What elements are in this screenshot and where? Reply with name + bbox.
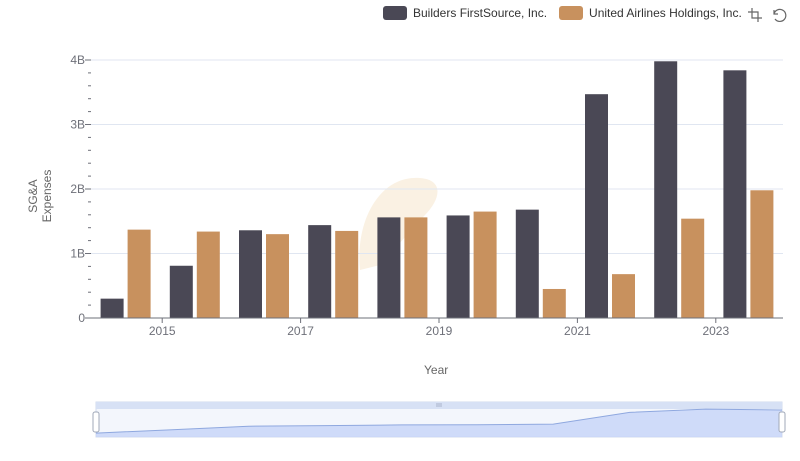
datazoom-end-handle[interactable] — [778, 411, 786, 433]
legend-label-united-airlines: United Airlines Holdings, Inc. — [589, 6, 742, 20]
x-tick-label: 2019 — [426, 324, 453, 338]
datazoom-grip-icon — [436, 403, 442, 407]
y-tick-label: 3B — [70, 118, 85, 132]
bar-united-airlines-2015[interactable] — [196, 231, 220, 318]
bar-builders-firstsource-2020[interactable] — [515, 209, 539, 318]
bar-united-airlines-2017[interactable] — [335, 230, 359, 318]
y-tick-label: 4B — [70, 53, 85, 67]
y-tick-label: 1B — [70, 247, 85, 261]
y-axis-title: SG&A Expenses — [26, 169, 54, 223]
bar-builders-firstsource-2017[interactable] — [308, 225, 332, 318]
bar-united-airlines-2014[interactable] — [127, 229, 151, 318]
bar-builders-firstsource-2014[interactable] — [100, 298, 124, 318]
bar-united-airlines-2016[interactable] — [266, 234, 289, 318]
bar-united-airlines-2019[interactable] — [473, 211, 497, 318]
bar-united-airlines-2023[interactable] — [750, 190, 774, 318]
chart-legend: Builders FirstSource, Inc. United Airlin… — [383, 4, 742, 22]
legend-item-builders-firstsource[interactable]: Builders FirstSource, Inc. — [383, 6, 547, 20]
bar-united-airlines-2021[interactable] — [612, 274, 635, 318]
bar-builders-firstsource-2023[interactable] — [723, 70, 747, 318]
y-tick-label: 0 — [78, 311, 85, 325]
chart-toolbox — [747, 7, 787, 23]
bar-united-airlines-2022[interactable] — [681, 218, 705, 318]
bar-builders-firstsource-2019[interactable] — [446, 215, 470, 318]
x-tick-label: 2021 — [564, 324, 591, 338]
x-tick-label: 2023 — [702, 324, 729, 338]
datazoom-start-handle[interactable] — [92, 411, 100, 433]
restore-icon[interactable] — [771, 7, 787, 23]
bar-united-airlines-2018[interactable] — [404, 217, 428, 318]
x-tick-label: 2015 — [149, 324, 176, 338]
x-tick-label: 2017 — [287, 324, 314, 338]
legend-item-united-airlines[interactable]: United Airlines Holdings, Inc. — [559, 6, 742, 20]
bar-builders-firstsource-2016[interactable] — [239, 230, 262, 318]
bar-builders-firstsource-2015[interactable] — [169, 265, 193, 318]
x-axis-title: Year — [424, 363, 449, 377]
datazoom-preview-area — [96, 409, 782, 437]
bar-builders-firstsource-2022[interactable] — [654, 61, 678, 318]
bar-united-airlines-2020[interactable] — [542, 288, 566, 318]
datazoom-preview-line — [95, 408, 783, 434]
legend-swatch-builders-firstsource — [383, 6, 407, 20]
bar-builders-firstsource-2021[interactable] — [585, 94, 608, 318]
bar-builders-firstsource-2018[interactable] — [377, 217, 401, 318]
legend-swatch-united-airlines — [559, 6, 584, 20]
y-tick-label: 2B — [70, 182, 85, 196]
zoom-area-icon[interactable] — [747, 7, 763, 23]
legend-label-builders-firstsource: Builders FirstSource, Inc. — [413, 6, 548, 20]
